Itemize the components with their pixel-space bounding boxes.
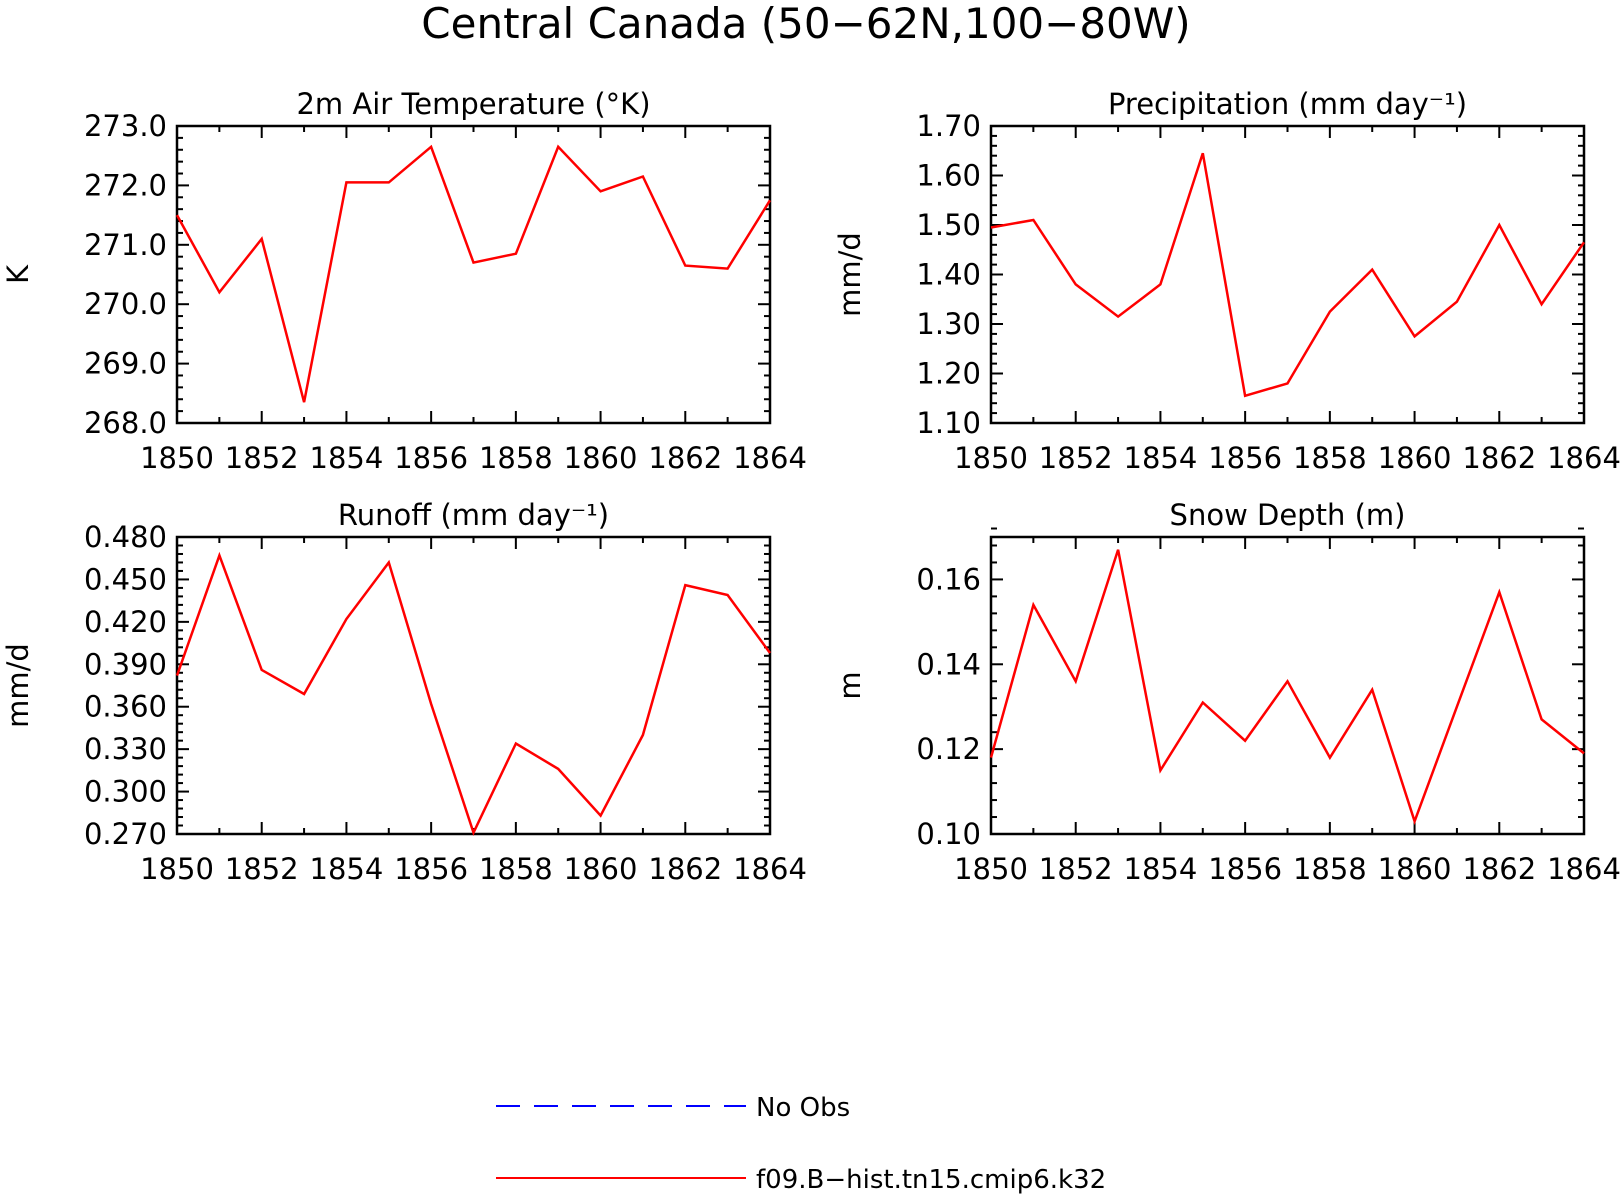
x-tick-label: 1854 — [1124, 441, 1198, 475]
x-tick-label: 1852 — [225, 441, 299, 475]
plot-frame — [175, 124, 772, 425]
x-tick-label: 1856 — [1208, 852, 1282, 886]
chart-panel-4: Snow Depth (m) m 1850 1852 1854 1856 1858 1860 1… — [833, 498, 1621, 886]
y-tick-label: 1.50 — [916, 208, 981, 242]
y-tick-label: 1.40 — [916, 258, 981, 292]
plot-frame — [989, 535, 1586, 836]
x-tick-label: 1862 — [1462, 852, 1536, 886]
x-tick-label: 1858 — [479, 852, 553, 886]
panel-title: 2m Air Temperature (°K) — [296, 87, 650, 121]
y-tick-label: 0.270 — [84, 817, 167, 851]
panel-title: Runoff (mm day⁻¹) — [338, 498, 609, 532]
panels: 2m Air Temperature (°K) K 1850 1852 1854 1856… — [1, 87, 1621, 886]
y-axis-label: K — [1, 264, 35, 284]
series-line — [175, 551, 772, 836]
y-tick-label: 0.12 — [916, 732, 981, 766]
y-tick-label: 0.14 — [916, 647, 981, 681]
x-tick-label: 1858 — [1293, 852, 1367, 886]
legend-label: f09.B−hist.tn15.cmip6.k32 — [756, 1165, 1106, 1194]
panel-title: Precipitation (mm day⁻¹) — [1108, 87, 1467, 121]
x-tick-label: 1854 — [310, 441, 384, 475]
x-tick-label: 1852 — [1039, 441, 1113, 475]
y-tick-label: 0.10 — [916, 817, 981, 851]
panel-title: Snow Depth (m) — [1170, 498, 1406, 532]
y-tick-label: 270.0 — [84, 287, 167, 321]
series-line — [175, 144, 772, 403]
plot-frame — [989, 124, 1586, 425]
y-tick-label: 0.330 — [84, 732, 167, 766]
y-tick-label: 271.0 — [84, 228, 167, 262]
x-tick-label: 1850 — [954, 441, 1028, 475]
x-tick-label: 1858 — [479, 441, 553, 475]
x-tick-label: 1854 — [310, 852, 384, 886]
y-tick-label: 1.30 — [916, 307, 981, 341]
legend: No Obs f09.B−hist.tn15.cmip6.k32 — [496, 1093, 1106, 1194]
y-axis-label: m — [833, 671, 867, 699]
y-tick-label: 1.20 — [916, 357, 981, 391]
chart-panel-2: Precipitation (mm day⁻¹) mm/d 1850 1852 1854… — [833, 87, 1621, 475]
x-tick-label: 1860 — [1378, 441, 1452, 475]
x-tick-label: 1862 — [648, 441, 722, 475]
figure-title: Central Canada (50−62N,100−80W) — [421, 0, 1190, 48]
x-tick-label: 1856 — [394, 852, 468, 886]
y-tick-label: 1.10 — [916, 406, 981, 440]
x-tick-label: 1850 — [954, 852, 1028, 886]
y-tick-label: 268.0 — [84, 406, 167, 440]
x-tick-label: 1864 — [733, 852, 807, 886]
y-tick-label: 273.0 — [84, 109, 167, 143]
y-tick-label: 0.16 — [916, 562, 981, 596]
x-tick-label: 1864 — [1547, 852, 1621, 886]
y-axis-label: mm/d — [1, 643, 35, 728]
plot-frame — [175, 535, 772, 836]
x-tick-label: 1856 — [1208, 441, 1282, 475]
y-tick-label: 269.0 — [84, 347, 167, 381]
x-tick-label: 1850 — [140, 441, 214, 475]
x-tick-label: 1862 — [648, 852, 722, 886]
x-tick-label: 1850 — [140, 852, 214, 886]
y-tick-label: 0.480 — [84, 520, 167, 554]
x-tick-label: 1858 — [1293, 441, 1367, 475]
legend-entry: f09.B−hist.tn15.cmip6.k32 — [496, 1165, 1106, 1194]
series-line — [990, 152, 1586, 398]
chart-panel-3: Runoff (mm day⁻¹) mm/d 1850 1852 1854 1856 185… — [1, 498, 807, 886]
x-tick-label: 1852 — [1039, 852, 1113, 886]
x-tick-label: 1864 — [1547, 441, 1621, 475]
y-axis-label: mm/d — [833, 232, 867, 317]
y-tick-label: 1.60 — [916, 159, 981, 193]
y-tick-label: 0.360 — [84, 690, 167, 724]
x-tick-label: 1860 — [564, 441, 638, 475]
x-tick-label: 1852 — [225, 852, 299, 886]
x-tick-label: 1860 — [564, 852, 638, 886]
legend-entry: No Obs — [496, 1093, 850, 1123]
chart-panel-1: 2m Air Temperature (°K) K 1850 1852 1854 1856… — [1, 87, 807, 475]
y-tick-label: 272.0 — [84, 168, 167, 202]
y-tick-label: 0.300 — [84, 775, 167, 809]
legend-label: No Obs — [756, 1093, 850, 1123]
x-tick-label: 1864 — [733, 441, 807, 475]
y-tick-label: 0.390 — [84, 647, 167, 681]
x-tick-label: 1862 — [1462, 441, 1536, 475]
y-tick-label: 0.450 — [84, 562, 167, 596]
x-tick-label: 1856 — [394, 441, 468, 475]
series-line — [989, 549, 1585, 826]
y-tick-label: 0.420 — [84, 605, 167, 639]
x-tick-label: 1854 — [1124, 852, 1198, 886]
x-tick-label: 1860 — [1378, 852, 1452, 886]
y-tick-label: 1.70 — [916, 109, 981, 143]
